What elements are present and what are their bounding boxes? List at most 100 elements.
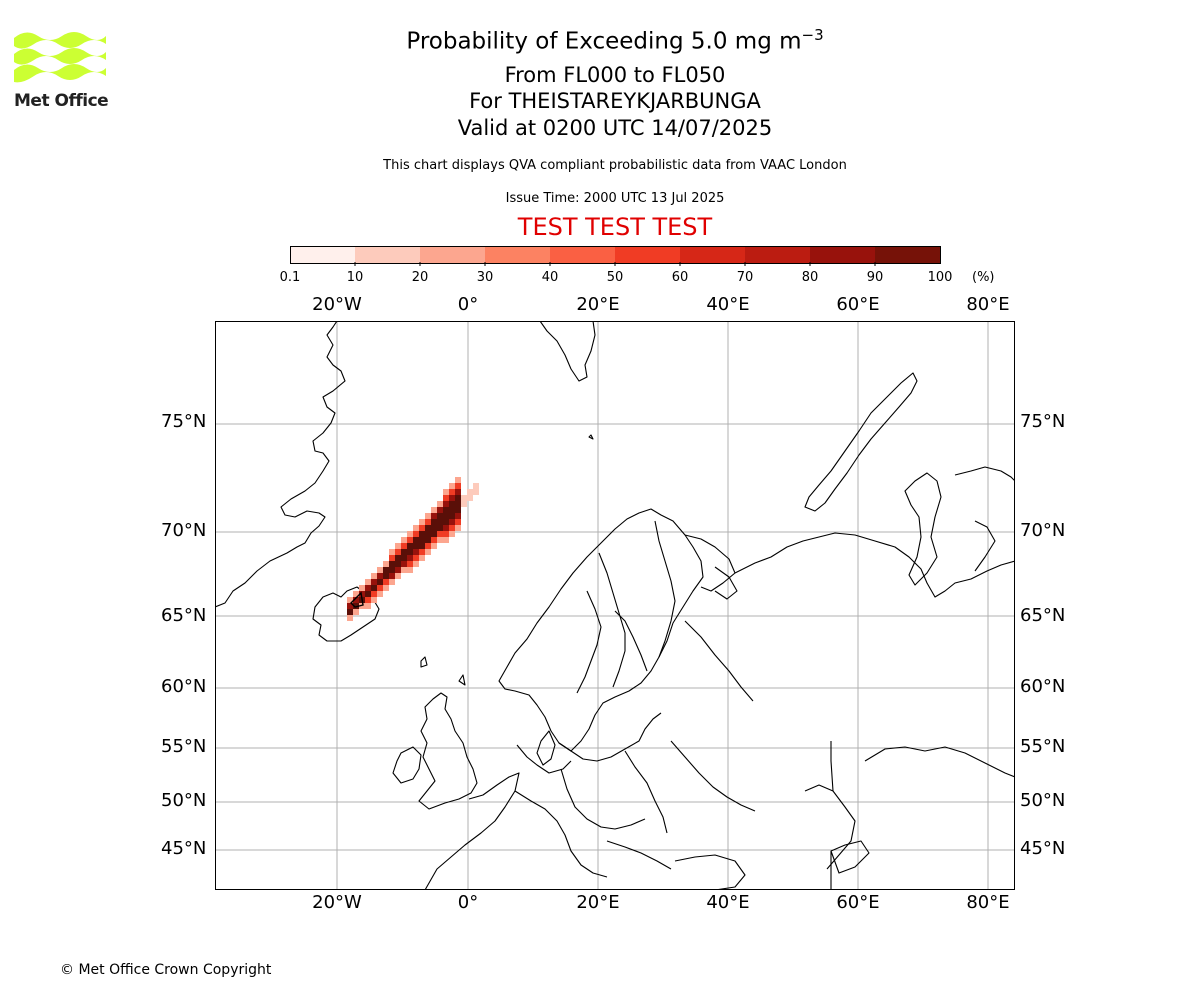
lon-label-bottom: 20°W: [312, 892, 362, 913]
colorbar-label: 80: [801, 270, 819, 285]
plume-cell: [449, 507, 455, 513]
plume-cell: [389, 561, 395, 567]
gridlines: [215, 321, 1015, 890]
plume-cell: [449, 489, 455, 495]
plume-cell: [413, 555, 419, 561]
plume-cell: [371, 585, 377, 591]
plume-cell: [371, 591, 377, 597]
colorbar-segment: [875, 246, 940, 264]
plume-cell: [425, 543, 431, 549]
plume-cell: [383, 573, 389, 579]
test-banner: TEST TEST TEST: [517, 213, 713, 241]
lon-label-bottom: 60°E: [836, 892, 880, 913]
plume-cell: [395, 573, 401, 579]
plume-cell: [455, 495, 461, 501]
plume-cell: [377, 591, 383, 597]
plume-cell: [467, 495, 473, 501]
plume-cell: [407, 543, 413, 549]
plume-cell: [443, 519, 449, 525]
chart-title: Probability of Exceeding 5.0 mg m−3: [0, 26, 1200, 55]
plume-cell: [461, 501, 467, 507]
plume-cell: [401, 555, 407, 561]
plume-cell: [383, 567, 389, 573]
plume-cell: [437, 507, 443, 513]
disclaimer: This chart displays QVA compliant probab…: [383, 158, 847, 173]
plume-cell: [425, 525, 431, 531]
plume-cell: [455, 489, 461, 495]
plume-cell: [449, 531, 455, 537]
plume-cell: [473, 489, 479, 495]
plume-cell: [443, 489, 449, 495]
plume-cell: [353, 597, 359, 603]
plume-cell: [419, 525, 425, 531]
plume-cell: [377, 573, 383, 579]
lon-label-top: 20°W: [312, 294, 362, 315]
plume-cell: [365, 579, 371, 585]
plume-cell: [365, 597, 371, 603]
plume-cell: [455, 501, 461, 507]
plume-cell: [443, 501, 449, 507]
plume-cell: [437, 513, 443, 519]
plume-cell: [353, 591, 359, 597]
colorbar-unit: (%): [972, 270, 995, 285]
plume-cell: [401, 567, 407, 573]
lat-label-left: 60°N: [161, 676, 207, 697]
plume-cell: [407, 561, 413, 567]
lat-label-right: 50°N: [1020, 790, 1066, 811]
plume-cell: [359, 603, 365, 609]
plume-cell: [425, 531, 431, 537]
plume-cell: [437, 519, 443, 525]
colorbar-label: 50: [606, 270, 624, 285]
lat-label-left: 45°N: [161, 838, 207, 859]
plume-cell: [419, 519, 425, 525]
plume-cell: [431, 519, 437, 525]
plume-cell: [425, 513, 431, 519]
colorbar-label: 30: [476, 270, 494, 285]
lat-label-right: 65°N: [1020, 605, 1066, 626]
plume-cell: [443, 531, 449, 537]
volcano-name: For THEISTAREYKJARBUNGA: [469, 89, 761, 113]
lat-label-left: 65°N: [161, 605, 207, 626]
title-main: Probability of Exceeding 5.0 mg m: [406, 28, 802, 55]
colorbar-segment: [810, 246, 875, 264]
plume-cell: [419, 537, 425, 543]
lat-label-left: 55°N: [161, 736, 207, 757]
plume-cell: [467, 489, 473, 495]
colorbar-label: 40: [541, 270, 559, 285]
plume-cell: [449, 513, 455, 519]
lat-label-left: 70°N: [161, 520, 207, 541]
plume-cell: [461, 495, 467, 501]
plume-cell: [413, 561, 419, 567]
lon-label-bottom: 80°E: [966, 892, 1010, 913]
lat-label-right: 60°N: [1020, 676, 1066, 697]
plume-cell: [455, 507, 461, 513]
plume-cell: [359, 585, 365, 591]
colorbar: [290, 246, 941, 266]
plume-cell: [395, 567, 401, 573]
plume-cell: [437, 501, 443, 507]
plume-cell: [443, 525, 449, 531]
lon-label-top: 0°: [457, 294, 479, 315]
colorbar-segment: [420, 246, 485, 264]
plume-cell: [395, 555, 401, 561]
lat-label-left: 75°N: [161, 411, 207, 432]
colorbar-segment: [485, 246, 550, 264]
flight-levels: From FL000 to FL050: [504, 63, 726, 87]
plume-cell: [377, 567, 383, 573]
plume-cell: [413, 543, 419, 549]
lon-label-bottom: 20°E: [576, 892, 620, 913]
colorbar-segment: [745, 246, 810, 264]
plume-cell: [371, 573, 377, 579]
plume-cell: [347, 597, 353, 603]
plume-cell: [449, 495, 455, 501]
plume-cell: [383, 561, 389, 567]
colorbar-label: 60: [671, 270, 689, 285]
plume-cell: [347, 615, 353, 621]
plume-cell: [395, 543, 401, 549]
plume-cell: [431, 507, 437, 513]
lat-label-right: 55°N: [1020, 736, 1066, 757]
plume-cell: [449, 519, 455, 525]
plume-cell: [389, 555, 395, 561]
plume-cell: [389, 567, 395, 573]
lon-label-top: 20°E: [576, 294, 620, 315]
